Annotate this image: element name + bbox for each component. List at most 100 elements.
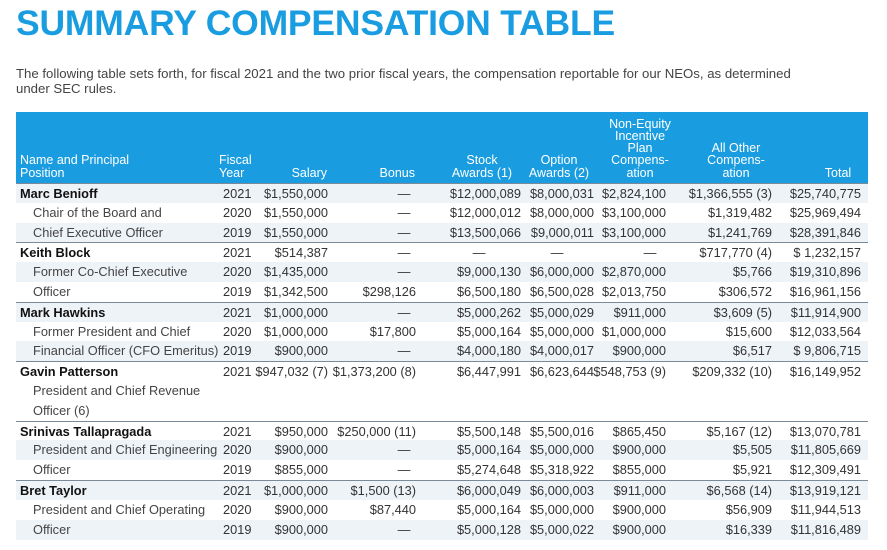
cell-total: $28,391,846 [789,224,861,240]
executive-position: Officer (6) [33,402,90,418]
table-row: Officer 2019 $900,000 — $5,000,128 $5,000,022… [16,519,868,540]
cell-stock: $5,274,648 [456,462,521,478]
executive-position: Officer [33,521,71,537]
cell-salary: $1,550,000 [263,204,328,220]
cell-bonus: — [397,224,411,240]
cell-year: 2020 [223,204,252,220]
cell-other: $306,572 [718,284,772,299]
header-salary: Salary [292,166,327,179]
cell-option: $5,000,000 [529,442,594,458]
executive-name: Mark Hawkins [20,304,106,320]
cell-other: $1,319,482 [707,204,772,220]
cell-total: $12,309,491 [789,462,861,478]
cell-stock: $6,447,991 [456,364,521,380]
cell-bonus: — [397,304,411,320]
cell-ne: $548,753 (9) [593,364,666,380]
header-line: Name and Principal [20,153,130,168]
cell-salary: $950,000 [274,423,328,439]
cell-year: 2021 [223,423,252,439]
cell-salary: $1,550,000 [263,224,328,240]
cell-other: $16,339 [725,521,772,537]
header-name: Name and Principal Position [20,154,129,179]
cell-option: $8,000,000 [529,204,594,220]
cell-year: 2019 [223,343,252,359]
cell-salary: $1,435,000 [263,264,328,280]
cell-ne: $3,100,000 [601,204,666,220]
executive-position: Officer [33,462,71,478]
cell-salary: $1,550,000 [263,186,328,201]
cell-option: $5,000,022 [529,521,594,537]
cell-stock: $4,000,180 [456,343,521,359]
cell-option: $8,000,031 [529,186,594,201]
cell-ne: $2,013,750 [601,284,666,299]
table-row: Financial Officer (CFO Emeritus) 2019 $900… [16,341,868,362]
header-line: Total [824,165,852,180]
cell-ne: $900,000 [612,501,666,517]
cell-other: $1,366,555 (3) [688,186,772,201]
executive-position: Former Co-Chief Executive [33,264,188,280]
intro-text: The following table sets forth, for fisc… [16,66,791,81]
cell-year: 2020 [223,323,252,339]
header-line: Plan [627,141,653,156]
header-line: All Other [711,141,761,156]
executive-position: President and Chief Operating [33,501,206,517]
cell-other: $15,600 [725,323,772,339]
table-row: Marc Benioff 2021 $1,550,000 — $12,000,089 $8… [16,183,868,203]
table-row: Officer (6) [16,401,868,421]
header-line: Position [20,165,65,180]
cell-option: $9,000,011 [530,224,594,240]
cell-ne: $900,000 [612,521,666,537]
cell-year: 2021 [223,304,252,320]
cell-year: 2021 [223,483,252,498]
cell-other: $5,167 (12) [706,423,772,439]
table-row: Mark Hawkins 2021 $1,000,000 — $5,000,262 $5,… [16,301,868,322]
cell-total: $ 9,806,715 [793,343,861,359]
table-row: Former President and Chief 2020 $1,000,000… [16,322,868,342]
cell-bonus: — [397,442,411,458]
cell-salary: $900,000 [274,501,328,517]
executive-name: Gavin Patterson [20,364,119,380]
header-line: ation [722,165,750,180]
cell-bonus: $1,500 (13) [350,483,416,498]
table-row: President and Chief Revenue [16,381,868,401]
table-row: Gavin Patterson 2021 $947,032 (7) $1,373,20… [16,361,868,381]
cell-other: $5,766 [732,264,772,280]
cell-year: 2019 [223,462,252,478]
cell-bonus: $298,126 [362,284,416,299]
cell-ne: $855,000 [612,462,666,478]
cell-salary: $900,000 [274,521,328,537]
cell-salary: $855,000 [274,462,328,478]
cell-salary: $900,000 [274,442,328,458]
cell-bonus: — [397,521,411,537]
header-line: Non-Equity [609,116,671,131]
cell-stock: $9,000,130 [456,264,521,280]
cell-other: $5,921 [732,462,772,478]
cell-bonus: $250,000 (11) [337,423,416,439]
cell-other: $3,609 (5) [713,304,772,320]
cell-ne: — [643,245,657,261]
cell-option: $6,500,028 [529,284,594,299]
cell-total: $16,961,156 [789,284,861,299]
cell-bonus: — [397,462,411,478]
cell-bonus: $17,800 [369,323,416,339]
cell-other: $6,517 [732,343,772,359]
executive-name: Srinivas Tallapragada [20,423,152,439]
header-line: Option [540,153,578,168]
header-stock: Stock Awards (1) [452,154,512,179]
header-option: Option Awards (2) [529,154,589,179]
cell-bonus: — [397,343,411,359]
header-line: Compens- [707,153,765,168]
cell-stock: $13,500,066 [449,224,521,240]
table-row: Srinivas Tallapragada 2021 $950,000 $250,00… [16,420,868,441]
cell-year: 2020 [223,501,252,517]
cell-year: 2021 [223,245,252,261]
executive-position: Officer [33,284,71,299]
cell-ne: $900,000 [612,343,666,359]
cell-ne: $1,000,000 [601,323,666,339]
cell-other: $717,770 (4) [699,245,772,261]
cell-bonus: — [397,204,411,220]
cell-bonus: $87,440 [369,501,416,517]
cell-stock: $5,500,148 [456,423,521,439]
table-header: Name and Principal Position Fiscal Year Sala… [16,112,868,183]
executive-name: Bret Taylor [20,483,87,498]
